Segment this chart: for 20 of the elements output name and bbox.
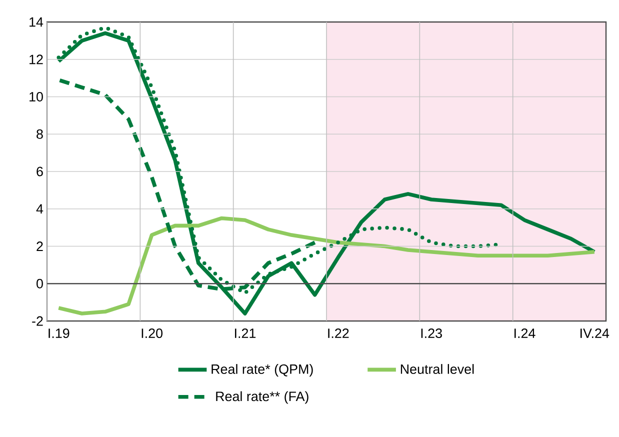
- y-tick-label: 10: [30, 92, 43, 102]
- line-series: [56, 31, 596, 316]
- y-tick-label: 14: [30, 17, 44, 27]
- y-tick-label: 12: [30, 54, 43, 64]
- x-tick-label: I.20: [142, 328, 163, 338]
- x-tick-label: I.21: [235, 328, 256, 338]
- x-tick-label: I.23: [421, 328, 442, 338]
- legend-label: Real rate** (FA): [216, 391, 308, 404]
- y-tick-label: 0: [36, 278, 43, 288]
- legend-label: Neutral level: [400, 364, 474, 374]
- x-tick-label: I.22: [328, 328, 349, 338]
- y-tick-label: -2: [32, 316, 43, 326]
- x-tick-label: I.24: [514, 328, 536, 338]
- y-tick-label: 6: [36, 166, 43, 176]
- y-tick-label: 4: [36, 204, 44, 214]
- y-tick-label: 8: [36, 129, 43, 139]
- x-tick-label: IV.24: [580, 328, 610, 338]
- y-tick-label: 2: [36, 242, 43, 251]
- legend-label: Real rate* (QPM): [212, 364, 313, 377]
- x-tick-label: I.19: [48, 328, 70, 338]
